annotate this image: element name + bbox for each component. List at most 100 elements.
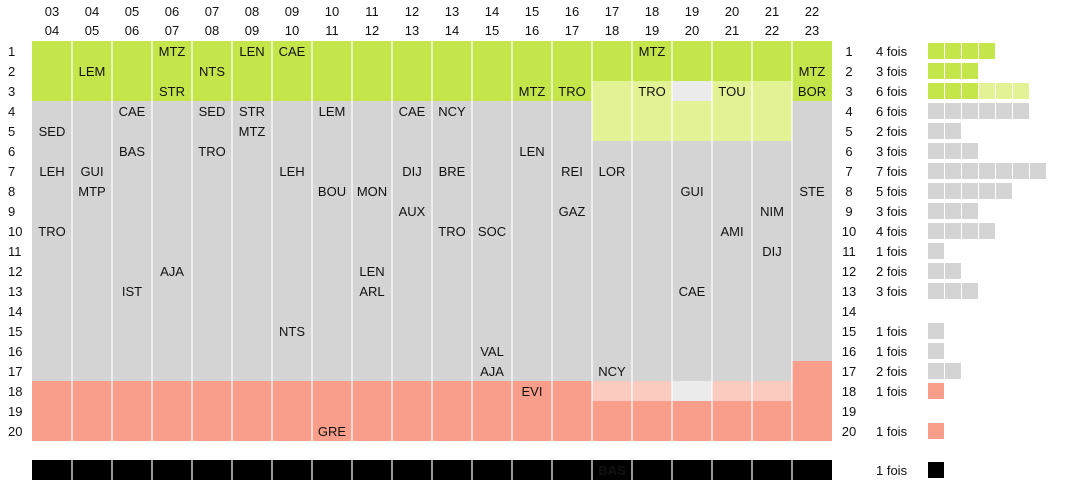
grid-cell — [552, 161, 592, 181]
count-square — [1013, 163, 1029, 179]
grid-cell — [512, 101, 552, 121]
grid-cell — [632, 261, 672, 281]
count-square — [928, 203, 944, 219]
grid-cell — [192, 121, 232, 141]
season-end-label: 15 — [485, 23, 499, 38]
grid-cell — [672, 281, 712, 301]
team-label: ARL — [359, 284, 384, 299]
grid-cell — [232, 261, 272, 281]
grid-cell — [312, 421, 352, 441]
grid-cell — [632, 421, 672, 441]
grid-cell — [512, 241, 552, 261]
grid-cell — [432, 421, 472, 441]
grid-cell — [472, 61, 512, 81]
count-square — [1013, 103, 1029, 119]
rank-label: 15 — [8, 324, 22, 339]
grid-cell — [592, 381, 632, 401]
grid-cell — [432, 61, 472, 81]
grid-cell — [592, 181, 632, 201]
season-end-label: 13 — [405, 23, 419, 38]
grid-cell — [272, 241, 312, 261]
grid-cell — [112, 181, 152, 201]
team-label: TOU — [718, 84, 745, 99]
grid-cell — [32, 381, 72, 401]
team-label: NTS — [199, 64, 225, 79]
grid-cell — [472, 141, 512, 161]
grid-cell — [752, 241, 792, 261]
team-label: MTZ — [799, 64, 826, 79]
grid-cell — [552, 121, 592, 141]
grid-cell — [312, 321, 352, 341]
bottom-bar-cell — [152, 460, 192, 480]
grid-cell — [712, 201, 752, 221]
grid-cell — [592, 81, 632, 101]
grid-cell — [72, 161, 112, 181]
count-square — [928, 63, 944, 79]
grid-cell — [552, 61, 592, 81]
count-square — [928, 143, 944, 159]
grid-cell — [752, 201, 792, 221]
rank-label: 6 — [8, 144, 15, 159]
grid-cell — [72, 401, 112, 421]
grid-cell — [552, 361, 592, 381]
grid-cell — [192, 401, 232, 421]
grid-cell — [552, 281, 592, 301]
grid-cell — [792, 301, 832, 321]
rank-label-right: 14 — [842, 304, 856, 319]
grid-cell — [152, 341, 192, 361]
count-square — [979, 183, 995, 199]
grid-cell — [192, 261, 232, 281]
bottom-bar-cell — [512, 460, 552, 480]
season-start-label: 20 — [725, 4, 739, 19]
grid-cell — [472, 381, 512, 401]
grid-cell — [432, 41, 472, 61]
grid-cell — [352, 321, 392, 341]
grid-cell — [312, 361, 352, 381]
grid-cell — [112, 341, 152, 361]
team-label: BRE — [439, 164, 466, 179]
rank-label: 10 — [8, 224, 22, 239]
season-end-label: 09 — [245, 23, 259, 38]
grid-cell — [672, 421, 712, 441]
count-label: 4 fois — [876, 44, 908, 59]
rank-label: 4 — [8, 104, 15, 119]
bottom-bar-cell — [352, 460, 392, 480]
grid-cell — [712, 421, 752, 441]
grid-cell — [232, 221, 272, 241]
season-end-label: 23 — [805, 23, 819, 38]
grid-cell — [112, 381, 152, 401]
count-label: 4 fois — [876, 224, 908, 239]
grid-cell — [192, 61, 232, 81]
count-square — [962, 183, 978, 199]
count-square — [979, 43, 995, 59]
count-square — [979, 83, 995, 99]
grid-cell — [192, 381, 232, 401]
grid-cell — [112, 401, 152, 421]
season-end-label: 10 — [285, 23, 299, 38]
grid-cell — [752, 341, 792, 361]
season-end-label: 18 — [605, 23, 619, 38]
grid-cell — [232, 401, 272, 421]
grid-cell — [472, 221, 512, 241]
grid-cell — [512, 301, 552, 321]
grid-cell — [432, 201, 472, 221]
grid-cell — [672, 41, 712, 61]
count-square — [928, 363, 944, 379]
grid-cell — [392, 121, 432, 141]
grid-cell — [272, 141, 312, 161]
grid-cell — [112, 141, 152, 161]
grid-cell — [152, 241, 192, 261]
team-labels: SED LEH TRO LEM GUI MTP CAE BAS IST MTZ STR AJA NTS S… — [38, 44, 826, 439]
grid-cell — [512, 221, 552, 241]
grid-cell — [272, 121, 312, 141]
grid-cell — [792, 161, 832, 181]
grid-cell — [632, 321, 672, 341]
grid-cell — [152, 181, 192, 201]
grid-cell — [112, 121, 152, 141]
grid-cell — [512, 181, 552, 201]
team-label: CAE — [119, 104, 146, 119]
grid-cell — [632, 61, 672, 81]
team-label: REI — [561, 164, 583, 179]
count-square — [928, 163, 944, 179]
grid-cell — [272, 221, 312, 241]
